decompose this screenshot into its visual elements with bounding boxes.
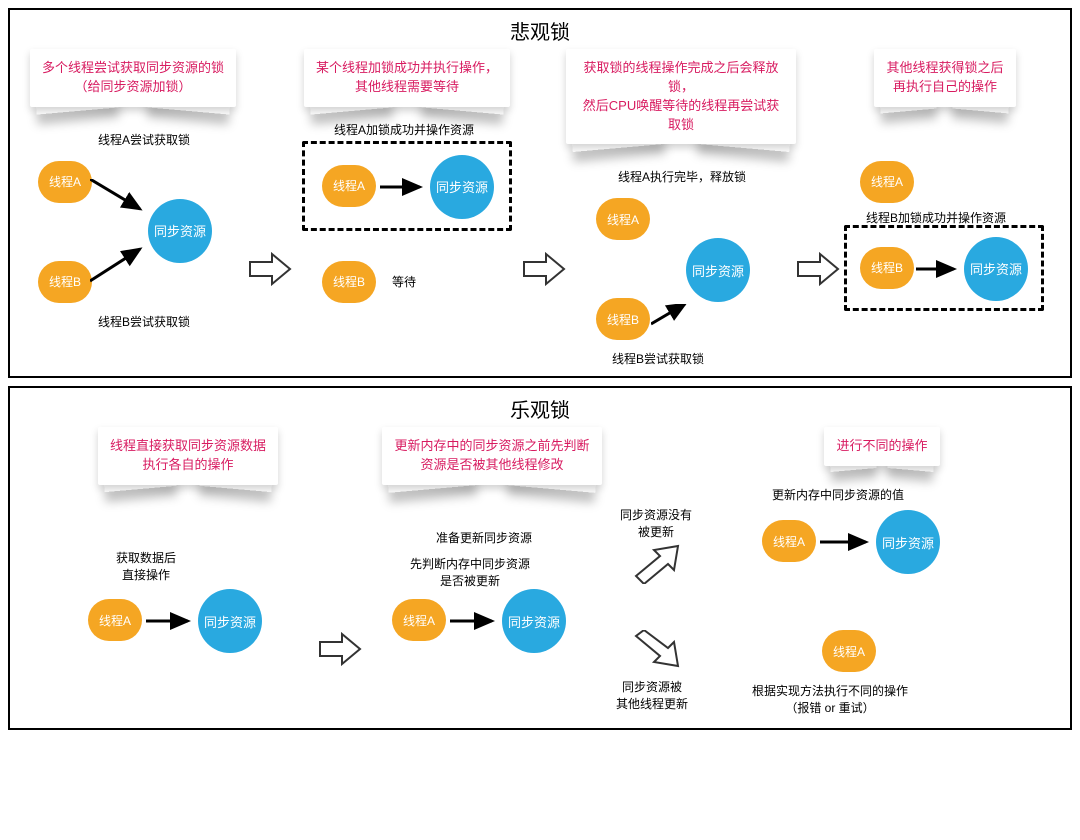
p-step-2: 某个线程加锁成功并执行操作，其他线程需要等待 线程A加锁成功并操作资源 线程A … <box>292 49 522 331</box>
o1-arrow <box>146 611 198 631</box>
p-caption-2: 某个线程加锁成功并执行操作，其他线程需要等待 <box>304 49 510 107</box>
p-diagram-4: 线程A 线程B加锁成功并操作资源 线程B 同步资源 <box>840 121 1050 331</box>
p2-label-box: 线程A加锁成功并操作资源 <box>334 121 474 138</box>
o3-branch-arrow-down <box>632 630 684 672</box>
o-diagram-3: 同步资源没有被更新 同步资源被其他线程更新 更新内存中同步资源的值 线程A 同步… <box>622 480 1022 720</box>
o2-label-mid: 先判断内存中同步资源是否被更新 <box>410 555 530 589</box>
o3-resource: 同步资源 <box>876 510 940 574</box>
p1-thread-b: 线程B <box>38 261 92 303</box>
o-caption-2-text: 更新内存中的同步资源之前先判断资源是否被其他线程修改 <box>394 438 589 472</box>
p3-resource: 同步资源 <box>686 238 750 302</box>
p-caption-1: 多个线程尝试获取同步资源的锁（给同步资源加锁） <box>30 49 236 107</box>
p3-thread-a: 线程A <box>596 198 650 240</box>
o2-resource: 同步资源 <box>502 589 566 653</box>
p1-thread-a: 线程A <box>38 161 92 203</box>
o-step-3: 进行不同的操作 同步资源没有被更新 同步资源被其他线程更新 更新内存中同步资源的… <box>622 427 1022 720</box>
o-caption-2: 更新内存中的同步资源之前先判断资源是否被其他线程修改 <box>382 427 601 485</box>
o-caption-3: 进行不同的操作 <box>824 427 939 466</box>
p3-thread-b: 线程B <box>596 298 650 340</box>
optimistic-panel: 乐观锁 线程直接获取同步资源数据执行各自的操作 获取数据后直接操作 线程A 同步… <box>8 386 1072 730</box>
p4-thread-b: 线程B <box>860 247 914 289</box>
p4-arrow <box>916 259 964 279</box>
o-step-1: 线程直接获取同步资源数据执行各自的操作 获取数据后直接操作 线程A 同步资源 <box>58 427 318 679</box>
p1-arrow-b <box>90 241 152 285</box>
o1-thread-a: 线程A <box>88 599 142 641</box>
o-big-arrow-1 <box>318 632 362 666</box>
p3-label-bottom: 线程B尝试获取锁 <box>612 350 704 367</box>
p3-label-top: 线程A执行完毕，释放锁 <box>618 168 746 185</box>
p3-arrow <box>651 304 695 334</box>
p-caption-4-text: 其他线程获得锁之后再执行自己的操作 <box>886 60 1003 94</box>
p-diagram-3: 线程A执行完毕，释放锁 线程A 线程B 同步资源 线程B尝试获取锁 <box>566 158 796 368</box>
p-caption-1-text: 多个线程尝试获取同步资源的锁（给同步资源加锁） <box>42 60 224 94</box>
p1-label-top: 线程A尝试获取锁 <box>98 131 190 148</box>
p2-thread-a: 线程A <box>322 165 376 207</box>
pessimistic-row: 多个线程尝试获取同步资源的锁（给同步资源加锁） 线程A尝试获取锁 线程A 线程B… <box>10 49 1070 376</box>
o-diagram-2: 准备更新同步资源 先判断内存中同步资源是否被更新 线程A 同步资源 <box>362 499 622 679</box>
optimistic-row: 线程直接获取同步资源数据执行各自的操作 获取数据后直接操作 线程A 同步资源 更… <box>10 427 1070 728</box>
p-step-4: 其他线程获得锁之后再执行自己的操作 线程A 线程B加锁成功并操作资源 线程B 同… <box>840 49 1050 331</box>
o3-out-label-top: 更新内存中同步资源的值 <box>772 486 904 503</box>
o-diagram-1: 获取数据后直接操作 线程A 同步资源 <box>58 499 318 679</box>
p2-arrow <box>380 177 430 197</box>
o2-label-top: 准备更新同步资源 <box>436 529 532 546</box>
o3-branch-arrow-up <box>632 542 684 584</box>
o2-arrow <box>450 611 502 631</box>
o2-thread-a: 线程A <box>392 599 446 641</box>
o3-arrow-top <box>820 532 876 552</box>
p2-resource: 同步资源 <box>430 155 494 219</box>
pessimistic-panel: 悲观锁 多个线程尝试获取同步资源的锁（给同步资源加锁） 线程A尝试获取锁 线程A… <box>8 8 1072 378</box>
p-diagram-1: 线程A尝试获取锁 线程A 线程B 同步资源 线程B尝试获取锁 <box>18 121 248 331</box>
p2-label-wait: 等待 <box>392 273 416 290</box>
p4-thread-a: 线程A <box>860 161 914 203</box>
p-caption-2-text: 某个线程加锁成功并执行操作，其他线程需要等待 <box>316 60 498 94</box>
optimistic-title: 乐观锁 <box>10 388 1070 427</box>
p-big-arrow-3 <box>796 252 840 286</box>
o1-label: 获取数据后直接操作 <box>116 549 176 583</box>
o-caption-1-text: 线程直接获取同步资源数据执行各自的操作 <box>110 438 266 472</box>
p-caption-3: 获取锁的线程操作完成之后会释放锁，然后CPU唤醒等待的线程再尝试获取锁 <box>566 49 796 144</box>
pessimistic-title: 悲观锁 <box>10 10 1070 49</box>
o-caption-1: 线程直接获取同步资源数据执行各自的操作 <box>98 427 278 485</box>
p4-resource: 同步资源 <box>964 237 1028 301</box>
o-step-2: 更新内存中的同步资源之前先判断资源是否被其他线程修改 准备更新同步资源 先判断内… <box>362 427 622 679</box>
o3-branch-label-bottom: 同步资源被其他线程更新 <box>616 678 688 712</box>
o3-thread-a-top: 线程A <box>762 520 816 562</box>
p-step-3: 获取锁的线程操作完成之后会释放锁，然后CPU唤醒等待的线程再尝试获取锁 线程A执… <box>566 49 796 368</box>
p-big-arrow-1 <box>248 252 292 286</box>
p-caption-4: 其他线程获得锁之后再执行自己的操作 <box>874 49 1015 107</box>
p-diagram-2: 线程A加锁成功并操作资源 线程A 同步资源 线程B 等待 <box>292 121 522 331</box>
o-caption-3-text: 进行不同的操作 <box>836 438 927 453</box>
p2-thread-b: 线程B <box>322 261 376 303</box>
o3-out-label-bottom: 根据实现方法执行不同的操作（报错 or 重试） <box>752 682 908 716</box>
o3-thread-a-bottom: 线程A <box>822 630 876 672</box>
p1-label-bottom: 线程B尝试获取锁 <box>98 313 190 330</box>
o1-resource: 同步资源 <box>198 589 262 653</box>
p-step-1: 多个线程尝试获取同步资源的锁（给同步资源加锁） 线程A尝试获取锁 线程A 线程B… <box>18 49 248 331</box>
p1-resource: 同步资源 <box>148 199 212 263</box>
p1-arrow-a <box>90 179 152 219</box>
p4-label-box: 线程B加锁成功并操作资源 <box>866 209 1006 226</box>
o3-branch-label-top: 同步资源没有被更新 <box>620 506 692 540</box>
p-caption-3-text: 获取锁的线程操作完成之后会释放锁，然后CPU唤醒等待的线程再尝试获取锁 <box>583 60 779 132</box>
p-big-arrow-2 <box>522 252 566 286</box>
